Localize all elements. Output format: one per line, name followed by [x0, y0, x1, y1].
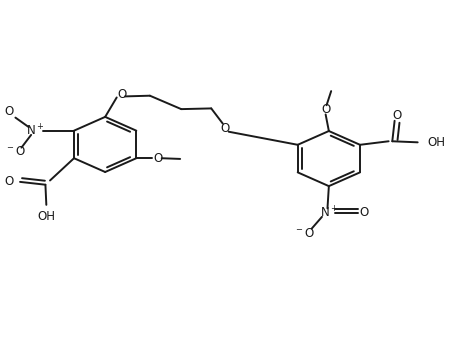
Text: $^-$O: $^-$O [5, 145, 26, 158]
Text: N$^+$: N$^+$ [25, 123, 44, 138]
Text: O: O [5, 175, 14, 188]
Text: O: O [391, 109, 400, 122]
Text: O: O [320, 103, 330, 116]
Text: O: O [220, 122, 229, 135]
Text: N$^+$: N$^+$ [319, 205, 338, 220]
Text: OH: OH [426, 136, 444, 149]
Text: O: O [359, 206, 368, 219]
Text: O: O [117, 88, 126, 101]
Text: $^-$O: $^-$O [294, 227, 315, 240]
Text: O: O [5, 105, 14, 119]
Text: O: O [153, 152, 162, 165]
Text: OH: OH [37, 210, 55, 223]
